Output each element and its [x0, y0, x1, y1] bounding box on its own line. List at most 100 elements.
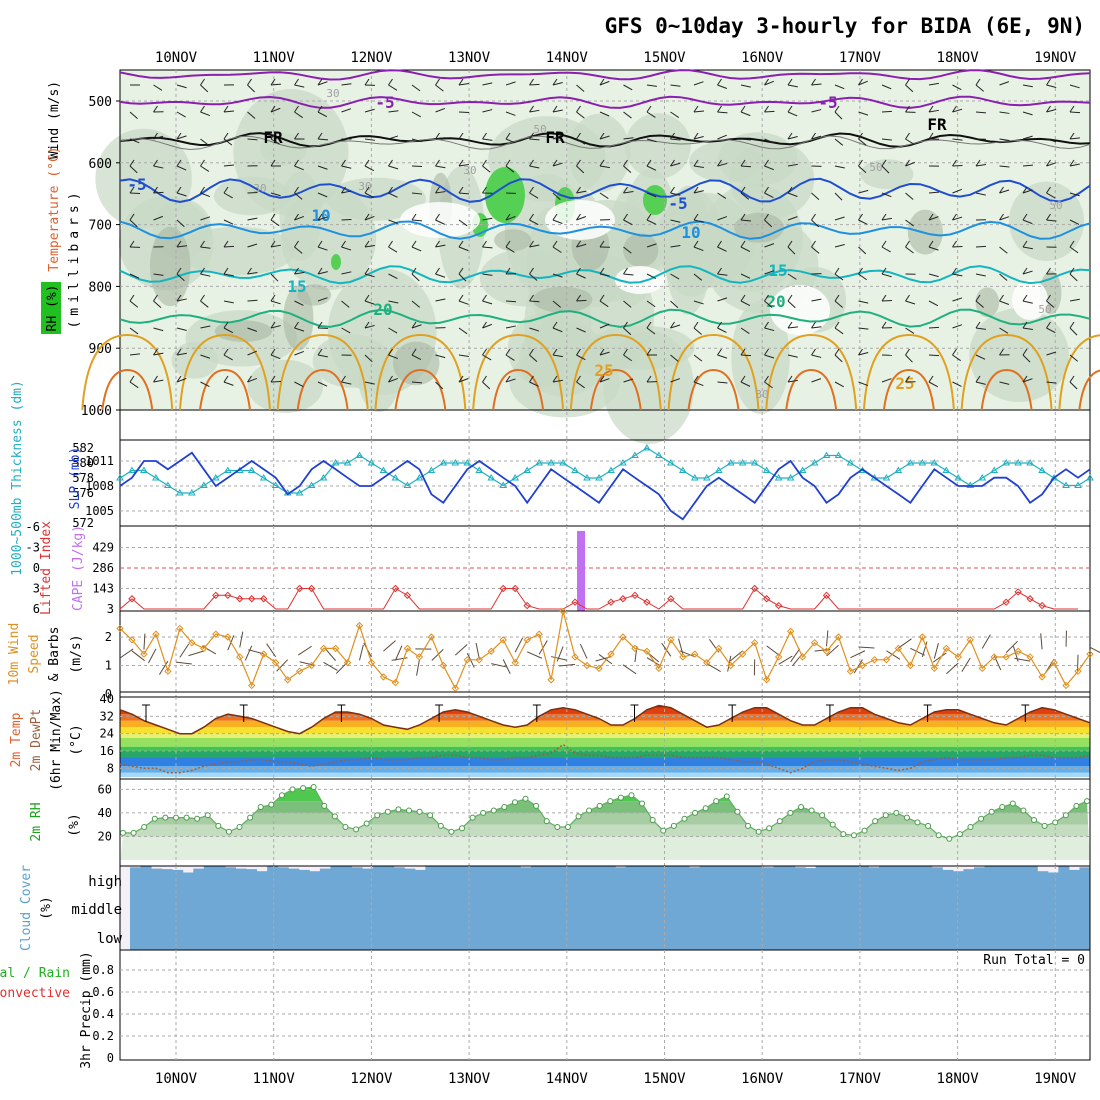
wind-barb	[341, 165, 352, 169]
wind-barb-flag	[1069, 267, 1075, 275]
wind-barb	[623, 111, 632, 119]
wind-barb	[623, 219, 633, 226]
wind-barb	[646, 138, 657, 143]
wind-barb	[270, 273, 279, 282]
rh2m-marker	[1062, 812, 1069, 819]
rh2m-marker	[829, 821, 836, 828]
wind-barb	[599, 300, 609, 308]
wind-barb-flag	[717, 159, 722, 167]
thickness-marker	[750, 459, 759, 466]
thickness-marker	[1074, 481, 1082, 488]
thickness-marker	[487, 474, 496, 481]
wind-barb-flag	[670, 132, 675, 140]
wind-barb	[435, 273, 446, 278]
wind-barb	[717, 273, 728, 276]
wind-barb	[764, 270, 775, 275]
wind-barb-flag	[623, 213, 628, 221]
temperature-contour-25	[765, 333, 858, 411]
temperature-contour-30	[687, 368, 740, 411]
wind-barb-flag	[1022, 321, 1028, 329]
rh-shading-high	[331, 254, 341, 270]
wind10-speed-marker	[152, 630, 160, 638]
wind-barb-flag	[1046, 78, 1051, 86]
wind10-barb	[790, 648, 801, 663]
thickness-marker	[655, 451, 663, 458]
wind10-barb	[276, 659, 289, 672]
wind10-speed-marker	[403, 644, 412, 653]
wind10-panel: 2 1 0	[105, 607, 1100, 701]
wind-barb-flag	[176, 294, 182, 302]
rh2m-marker	[617, 794, 624, 801]
thickness-marker	[175, 489, 184, 496]
wind-barb	[811, 135, 822, 140]
wind10-speed-marker	[319, 644, 328, 653]
wind-barb	[740, 381, 751, 387]
wind-barb	[858, 381, 869, 387]
wind-barb-flag	[200, 240, 205, 248]
wind-barb	[317, 111, 328, 118]
wind-barb-flag	[787, 375, 793, 383]
temp2m-tick-label: 16	[100, 744, 114, 758]
wind-barb-flag	[693, 213, 699, 221]
wind-barb-flag	[1022, 294, 1028, 302]
slp-tick-label: 1011	[85, 454, 114, 468]
wind-barb	[176, 84, 187, 89]
cloud-middle-low-fill	[130, 892, 1090, 950]
wind-barb	[200, 354, 211, 359]
wind-barb	[717, 192, 727, 199]
wind-barb-flag	[858, 132, 863, 140]
wind-barb-flag	[693, 240, 699, 248]
wind-barb	[247, 111, 256, 119]
wind-barb-flag	[717, 267, 722, 275]
wind-barb	[176, 135, 187, 140]
precip-tick-label: 0.6	[92, 985, 114, 999]
wind-barb-flag	[928, 105, 934, 113]
wind10-barb	[159, 660, 169, 675]
wind-barb	[576, 381, 585, 389]
wind-barb-flag	[341, 159, 346, 167]
cloud-high-bar	[372, 866, 384, 892]
ylabel-rh-unit: (%)	[67, 813, 82, 836]
wind-barb	[881, 84, 892, 90]
wind-barb-flag	[717, 78, 722, 86]
ylabel-3hr-precip: 3hr Precip (mm)	[79, 951, 94, 1068]
thickness-marker	[403, 481, 412, 488]
wind10-speed-marker	[511, 658, 519, 667]
rh2m-marker	[183, 814, 190, 821]
date-label-bottom: 12NOV	[350, 1071, 393, 1087]
wind-barb	[881, 110, 893, 113]
cloud-high-bar	[393, 867, 405, 892]
contour-label: FR	[263, 128, 283, 147]
wind10-speed-marker	[140, 650, 148, 658]
wind10-barb	[766, 645, 780, 656]
wind-barb	[1069, 298, 1080, 302]
wind-barb-flag	[341, 240, 346, 248]
wind-barb	[952, 324, 963, 329]
wind-barb-flag	[129, 213, 135, 221]
cloud-high-bar	[573, 866, 585, 892]
cloud-cover-panel: high middle low	[71, 865, 1091, 951]
wind10-barb	[475, 642, 480, 659]
wind-barb	[787, 192, 798, 197]
temperature-contour	[119, 69, 1091, 81]
wind-barb-flag	[223, 105, 229, 113]
rh2m-marker	[331, 813, 338, 820]
thickness-marker	[810, 459, 819, 466]
wind-barb-flag	[435, 267, 440, 275]
cloud-high-bar	[340, 866, 353, 892]
thickness-marker	[583, 474, 591, 481]
wind-barb-flag	[223, 267, 229, 275]
wind-barb-flag	[435, 186, 440, 194]
wind10-speed-marker	[116, 624, 124, 633]
wind-barb-flag	[740, 213, 746, 221]
wind-barb	[482, 109, 493, 113]
pressure-tick-label: 800	[89, 280, 112, 295]
wind-barb	[247, 327, 258, 332]
wind10-barb	[538, 640, 548, 655]
wind-barb-flag	[905, 105, 910, 113]
wind-barb	[952, 188, 962, 194]
pressure-tick-label: 700	[89, 219, 112, 234]
cloud-high-bar	[309, 871, 321, 892]
cloud-high-bar	[868, 867, 880, 892]
cloud-high-bar	[172, 869, 184, 892]
